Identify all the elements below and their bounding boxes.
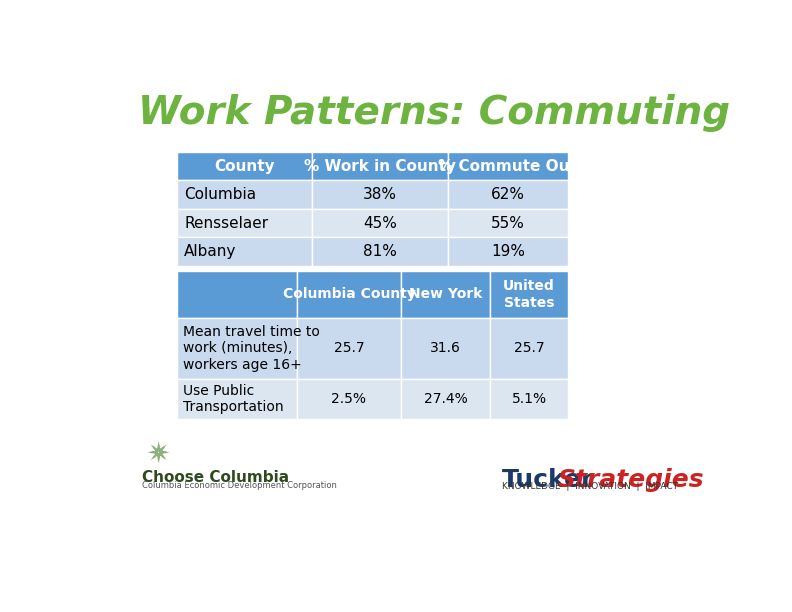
Bar — [447, 209, 568, 237]
Text: 81%: 81% — [363, 244, 397, 259]
Text: 2.5%: 2.5% — [331, 392, 367, 406]
Bar — [490, 379, 568, 419]
Bar — [297, 318, 402, 379]
Polygon shape — [158, 444, 167, 452]
Text: Choose Columbia: Choose Columbia — [142, 470, 289, 485]
Bar — [177, 152, 312, 181]
Text: KNOWLEDGE  |  INNOVATION  |  IMPACT: KNOWLEDGE | INNOVATION | IMPACT — [502, 482, 678, 491]
Text: County: County — [214, 159, 275, 174]
Bar — [490, 318, 568, 379]
Text: 5.1%: 5.1% — [512, 392, 546, 406]
Polygon shape — [157, 440, 160, 452]
Polygon shape — [158, 450, 171, 454]
Bar — [312, 152, 447, 181]
Text: 27.4%: 27.4% — [424, 392, 468, 406]
Text: Use Public
Transportation: Use Public Transportation — [183, 384, 284, 414]
Bar — [447, 181, 568, 209]
Bar — [402, 379, 490, 419]
Text: Tucker: Tucker — [502, 468, 594, 491]
Text: Work Patterns: Commuting: Work Patterns: Commuting — [138, 94, 730, 132]
Bar — [297, 379, 402, 419]
Bar — [312, 181, 447, 209]
Bar — [177, 379, 297, 419]
Text: 62%: 62% — [491, 187, 525, 202]
Text: 38%: 38% — [363, 187, 397, 202]
Bar — [177, 318, 297, 379]
Polygon shape — [150, 444, 158, 452]
Text: Columbia County: Columbia County — [283, 288, 415, 302]
Bar — [447, 237, 568, 266]
Text: New York: New York — [409, 288, 482, 302]
Polygon shape — [150, 452, 158, 461]
Bar — [297, 271, 402, 318]
Polygon shape — [147, 450, 158, 454]
Text: Strategies: Strategies — [558, 468, 704, 491]
Text: % Commute Out: % Commute Out — [439, 159, 577, 174]
Bar — [490, 271, 568, 318]
Bar — [312, 209, 447, 237]
Text: 25.7: 25.7 — [333, 341, 364, 356]
Text: 31.6: 31.6 — [430, 341, 461, 356]
Text: % Work in County: % Work in County — [304, 159, 456, 174]
Text: Columbia Economic Development Corporation: Columbia Economic Development Corporatio… — [142, 481, 337, 490]
Bar — [402, 271, 490, 318]
Text: 25.7: 25.7 — [514, 341, 544, 356]
Bar — [402, 318, 490, 379]
Polygon shape — [158, 452, 167, 461]
Text: 55%: 55% — [491, 215, 525, 231]
Text: United
States: United States — [503, 279, 555, 310]
Text: Albany: Albany — [185, 244, 237, 259]
Bar — [177, 237, 312, 266]
Bar — [177, 271, 297, 318]
Bar — [177, 209, 312, 237]
Text: Rensselaer: Rensselaer — [185, 215, 268, 231]
Polygon shape — [157, 452, 160, 465]
Text: Columbia: Columbia — [185, 187, 257, 202]
Text: 45%: 45% — [363, 215, 397, 231]
Bar — [447, 152, 568, 181]
Bar — [312, 237, 447, 266]
Bar — [177, 181, 312, 209]
Text: Mean travel time to
work (minutes),
workers age 16+: Mean travel time to work (minutes), work… — [183, 325, 320, 371]
Text: 19%: 19% — [491, 244, 525, 259]
